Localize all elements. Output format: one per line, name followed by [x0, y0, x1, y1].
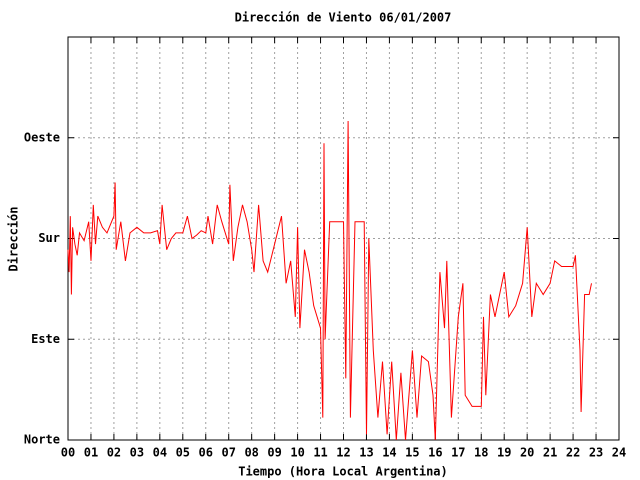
x-tick-label: 06	[199, 446, 213, 460]
data-line	[67, 120, 592, 441]
x-tick-label: 13	[359, 446, 373, 460]
x-tick-label: 14	[382, 446, 396, 460]
x-tick-label: 03	[130, 446, 144, 460]
x-tick-label: 23	[589, 446, 603, 460]
x-tick-label: 00	[61, 446, 75, 460]
x-tick-label: 09	[267, 446, 281, 460]
x-tick-label: 12	[336, 446, 350, 460]
x-tick-label: 08	[244, 446, 258, 460]
y-tick-label: Oeste	[24, 130, 60, 144]
x-tick-label: 07	[221, 446, 235, 460]
x-tick-label: 20	[520, 446, 534, 460]
plot-frame	[67, 36, 620, 441]
y-tick-label: Sur	[38, 231, 60, 245]
x-tick-label: 16	[428, 446, 442, 460]
x-tick-label: 10	[290, 446, 304, 460]
x-tick-label: 24	[612, 446, 626, 460]
x-axis-label: Tiempo (Hora Local Argentina)	[238, 465, 448, 479]
x-tick-label: 19	[497, 446, 511, 460]
x-tick-label: 05	[176, 446, 190, 460]
x-tick-label: 01	[84, 446, 98, 460]
x-tick-label: 04	[153, 446, 167, 460]
x-tick-label: 15	[405, 446, 419, 460]
y-tick-label: Este	[31, 332, 60, 346]
y-tick-label: Norte	[24, 433, 60, 447]
x-tick-label: 22	[566, 446, 580, 460]
chart-title: Dirección de Viento 06/01/2007	[235, 11, 452, 25]
x-tick-label: 21	[543, 446, 557, 460]
x-tick-label: 11	[313, 446, 327, 460]
x-tick-label: 18	[474, 446, 488, 460]
x-tick-label: 17	[451, 446, 465, 460]
x-tick-label: 02	[107, 446, 121, 460]
y-axis-label: Dirección	[7, 206, 21, 271]
